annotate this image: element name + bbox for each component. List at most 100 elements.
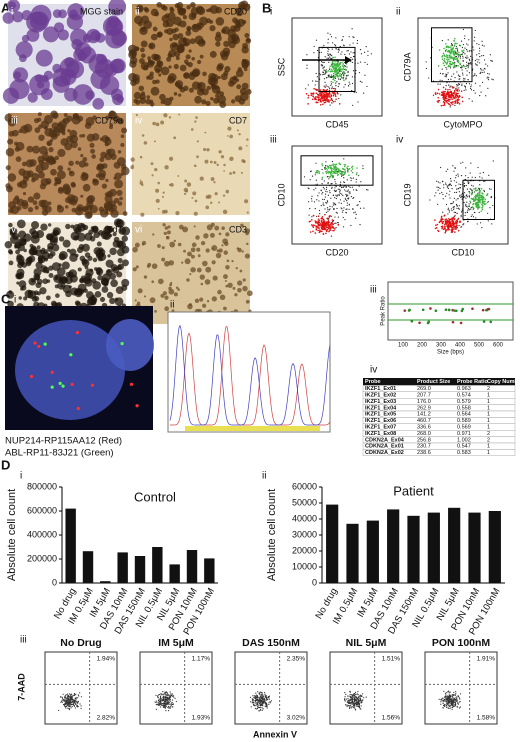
cell: [191, 23, 200, 33]
cell: [163, 231, 167, 235]
cell: [221, 244, 224, 247]
event: [444, 695, 447, 697]
event: [452, 103, 454, 105]
event: [340, 53, 342, 55]
event: [68, 707, 70, 709]
event: [306, 64, 308, 66]
event: [352, 58, 354, 60]
event: [322, 186, 325, 189]
event: [324, 69, 326, 72]
event: [155, 701, 157, 704]
cell: [242, 160, 246, 164]
event: [462, 57, 464, 59]
event: [444, 195, 447, 197]
cell: [65, 205, 69, 209]
event: [449, 197, 451, 199]
event: [69, 703, 71, 705]
cell: [232, 286, 236, 290]
cell: [223, 170, 225, 172]
event: [440, 701, 442, 703]
cell: [9, 250, 13, 255]
cell: [146, 264, 151, 268]
event: [439, 79, 441, 81]
event: [449, 104, 452, 106]
event: [331, 55, 333, 57]
event: [318, 200, 320, 202]
cell: [162, 223, 166, 227]
event: [459, 57, 461, 59]
event: [351, 82, 354, 85]
event: [355, 189, 357, 191]
event: [327, 57, 330, 59]
event: [316, 49, 319, 52]
event: [446, 102, 448, 104]
event: [315, 72, 317, 75]
event: [444, 696, 446, 698]
cell: [39, 287, 47, 295]
event: [344, 64, 346, 67]
event: [443, 184, 445, 186]
cell: [110, 264, 118, 272]
cell: [199, 176, 204, 181]
event: [442, 104, 444, 107]
event: [440, 225, 443, 228]
event: [447, 209, 449, 211]
event: [262, 701, 264, 703]
event: [331, 92, 334, 94]
event: [343, 200, 345, 202]
cell: [154, 11, 160, 17]
event: [489, 54, 491, 56]
event: [321, 223, 323, 225]
cell: [113, 236, 120, 243]
cell: [22, 192, 27, 196]
event: [157, 695, 159, 697]
mlpa-frame: [387, 281, 514, 341]
event: [335, 211, 337, 213]
table-cell: 0.971: [457, 431, 471, 437]
cell: [137, 6, 143, 12]
event: [259, 697, 261, 699]
cell: [175, 56, 180, 61]
event: [61, 701, 63, 703]
event: [327, 32, 329, 34]
bar: [407, 515, 420, 583]
flow-plot: [424, 651, 498, 725]
event: [448, 691, 450, 693]
event: [68, 694, 70, 697]
event: [311, 195, 313, 197]
cell: [143, 275, 148, 279]
event: [256, 708, 259, 710]
event: [465, 56, 467, 59]
y-axis-label: 7-AAD: [16, 673, 26, 701]
event: [344, 170, 347, 172]
event: [250, 701, 252, 703]
event: [252, 701, 254, 704]
cell: [135, 265, 139, 269]
cell: [23, 296, 28, 301]
event: [462, 43, 465, 46]
event: [450, 203, 452, 205]
event: [453, 100, 456, 103]
event: [446, 54, 449, 57]
event: [260, 709, 262, 711]
panel-letter: D: [1, 457, 10, 472]
cell: [196, 6, 206, 16]
event: [338, 103, 341, 105]
event: [476, 54, 478, 56]
cell: [238, 146, 243, 151]
cell: [230, 25, 237, 32]
event: [68, 699, 70, 701]
event: [459, 693, 462, 695]
cell: [90, 30, 101, 42]
plot-index: ii: [170, 300, 174, 311]
cell: [140, 212, 145, 217]
event: [478, 47, 481, 49]
cell: [232, 171, 236, 175]
cell: [160, 293, 165, 298]
event: [73, 704, 75, 706]
event: [162, 696, 164, 698]
event: [464, 47, 466, 49]
event: [326, 217, 329, 220]
cell: [135, 113, 138, 117]
event: [332, 194, 335, 197]
